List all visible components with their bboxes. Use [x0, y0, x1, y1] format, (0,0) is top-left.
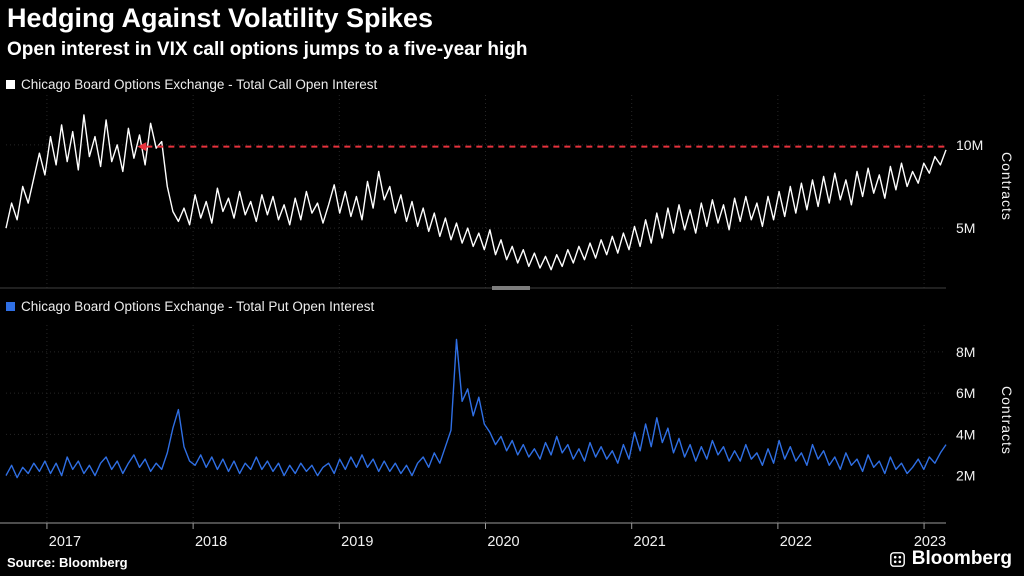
- five-year-high-arrow-icon: [137, 142, 147, 152]
- x-tick-label: 2022: [780, 534, 812, 550]
- put-series-swatch-icon: [6, 302, 15, 311]
- put-open-interest-line: [5, 338, 947, 479]
- x-tick-label: 2020: [487, 534, 519, 550]
- call-series-swatch-icon: [6, 80, 15, 89]
- y-tick-label: 10M: [956, 137, 983, 153]
- y-tick-label: 8M: [956, 344, 975, 360]
- put-series-label: Chicago Board Options Exchange - Total P…: [21, 299, 375, 314]
- x-tick-label: 2017: [49, 534, 81, 550]
- bloomberg-logo: Bloomberg: [889, 548, 1012, 570]
- x-tick-label: 2019: [341, 534, 373, 550]
- page-subtitle: Open interest in VIX call options jumps …: [7, 39, 528, 60]
- x-tick-label: 2023: [914, 534, 946, 550]
- y-tick-label: 6M: [956, 385, 975, 401]
- call-axis-title: Contracts: [999, 152, 1015, 221]
- bloomberg-logo-text: Bloomberg: [911, 548, 1012, 569]
- call-series-label: Chicago Board Options Exchange - Total C…: [21, 77, 378, 92]
- y-tick-label: 4M: [956, 426, 975, 442]
- source-credit: Source: Bloomberg: [7, 555, 128, 570]
- legend-call-series: Chicago Board Options Exchange - Total C…: [6, 77, 377, 92]
- put-axis-title: Contracts: [999, 386, 1015, 455]
- legend-put-series: Chicago Board Options Exchange - Total P…: [6, 299, 374, 314]
- call-open-interest-line: [5, 114, 947, 271]
- y-tick-label: 2M: [956, 468, 975, 484]
- x-tick-label: 2018: [195, 534, 227, 550]
- page-title: Hedging Against Volatility Spikes: [7, 3, 434, 33]
- y-tick-label: 5M: [956, 220, 975, 236]
- bloomberg-logo-icon: [889, 551, 905, 567]
- x-tick-label: 2021: [634, 534, 666, 550]
